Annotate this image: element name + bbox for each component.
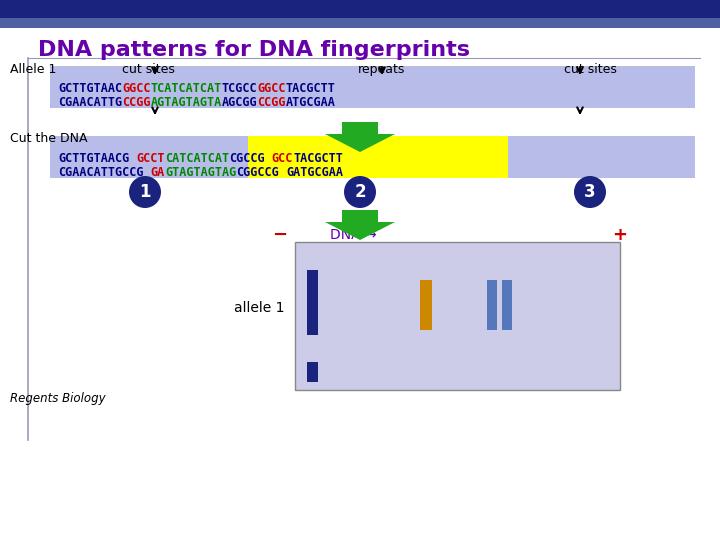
Text: AGCGG: AGCGG — [222, 96, 258, 109]
Text: +: + — [613, 226, 628, 244]
Text: GCCT: GCCT — [136, 152, 165, 165]
Text: GGCC: GGCC — [122, 82, 150, 94]
FancyBboxPatch shape — [0, 18, 720, 28]
Text: ATGCGAA: ATGCGAA — [286, 96, 336, 109]
FancyBboxPatch shape — [50, 136, 695, 178]
Text: allele 1: allele 1 — [235, 301, 285, 315]
Text: DNA patterns for DNA fingerprints: DNA patterns for DNA fingerprints — [38, 40, 470, 60]
Circle shape — [344, 176, 376, 208]
FancyBboxPatch shape — [307, 362, 318, 382]
Text: Allele 1: Allele 1 — [10, 63, 56, 76]
Text: AGTAGTAGTA: AGTAGTAGTA — [150, 96, 222, 109]
FancyBboxPatch shape — [295, 242, 620, 390]
Text: CGAACATTGCCG: CGAACATTGCCG — [58, 165, 143, 179]
Text: DNA →: DNA → — [330, 228, 377, 242]
Text: cut sites: cut sites — [122, 63, 174, 76]
Text: repeats: repeats — [359, 63, 405, 76]
Text: GATGCGAA: GATGCGAA — [286, 165, 343, 179]
Text: Regents Biology: Regents Biology — [10, 392, 106, 405]
Text: Cut the DNA: Cut the DNA — [10, 132, 88, 145]
Text: TACGCTT: TACGCTT — [293, 152, 343, 165]
FancyBboxPatch shape — [307, 270, 318, 335]
Text: GCTTGTAACG: GCTTGTAACG — [58, 152, 130, 165]
Circle shape — [574, 176, 606, 208]
Text: GCC: GCC — [271, 152, 293, 165]
Circle shape — [129, 176, 161, 208]
Text: CCGG: CCGG — [122, 96, 150, 109]
Text: GTAGTAGTAG: GTAGTAGTAG — [165, 165, 236, 179]
Text: 2: 2 — [354, 183, 366, 201]
FancyBboxPatch shape — [248, 136, 508, 178]
Text: TCGCC: TCGCC — [222, 82, 258, 94]
FancyBboxPatch shape — [502, 280, 512, 330]
Text: TACGCTT: TACGCTT — [286, 82, 336, 94]
Text: −: − — [272, 226, 287, 244]
FancyBboxPatch shape — [50, 66, 695, 108]
Text: CGGCCG: CGGCCG — [236, 165, 279, 179]
Text: CATCATCAT: CATCATCAT — [165, 152, 229, 165]
FancyBboxPatch shape — [487, 280, 497, 330]
FancyBboxPatch shape — [420, 280, 432, 330]
Text: 3: 3 — [584, 183, 596, 201]
Text: 1: 1 — [139, 183, 150, 201]
FancyBboxPatch shape — [0, 0, 720, 18]
Text: GA: GA — [150, 165, 165, 179]
Polygon shape — [325, 122, 395, 152]
Text: GCTTGTAAC: GCTTGTAAC — [58, 82, 122, 94]
Polygon shape — [325, 210, 395, 240]
Text: CGCCG: CGCCG — [229, 152, 265, 165]
Text: TCATCATCAT: TCATCATCAT — [150, 82, 222, 94]
Text: cut sites: cut sites — [564, 63, 616, 76]
Text: GGCC: GGCC — [258, 82, 286, 94]
Text: CGAACATTG: CGAACATTG — [58, 96, 122, 109]
Text: CCGG: CCGG — [258, 96, 286, 109]
